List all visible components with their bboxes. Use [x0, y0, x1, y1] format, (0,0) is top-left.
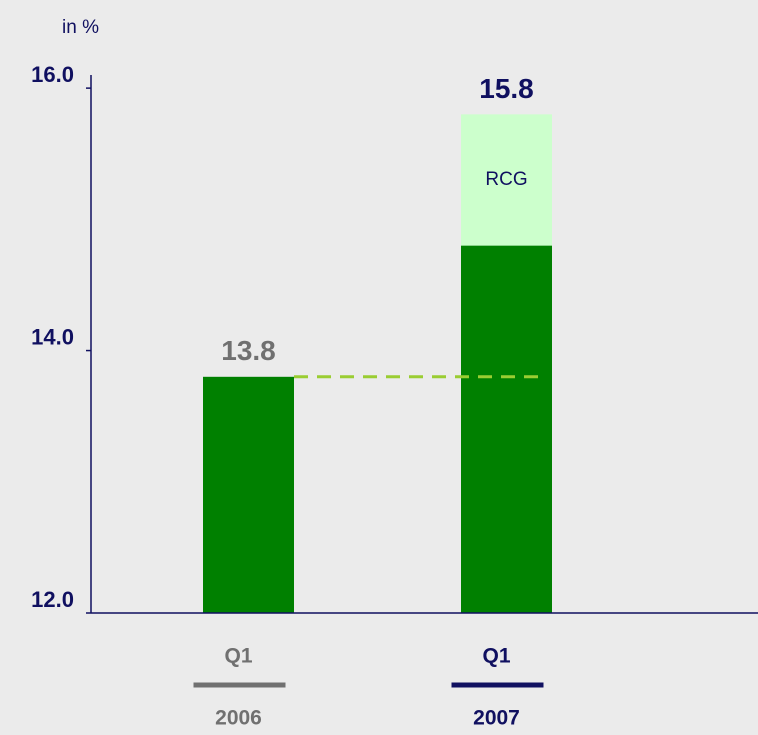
segment-label: RCG — [485, 169, 527, 190]
bar-segment — [203, 376, 294, 613]
y-tick-label: 16.0 — [31, 62, 74, 87]
y-tick-label: 12.0 — [31, 587, 74, 612]
year-label: 2006 — [215, 707, 262, 730]
year-label: 2007 — [473, 707, 520, 730]
x-tick-label: Q1 — [482, 645, 510, 668]
bar-segment — [461, 245, 552, 613]
total-label: 15.8 — [479, 73, 534, 104]
x-tick-label: Q1 — [224, 645, 252, 668]
unit-label: in % — [62, 17, 99, 38]
y-tick-label: 14.0 — [31, 324, 74, 349]
total-label: 13.8 — [221, 335, 276, 366]
bar-segment — [461, 114, 552, 246]
